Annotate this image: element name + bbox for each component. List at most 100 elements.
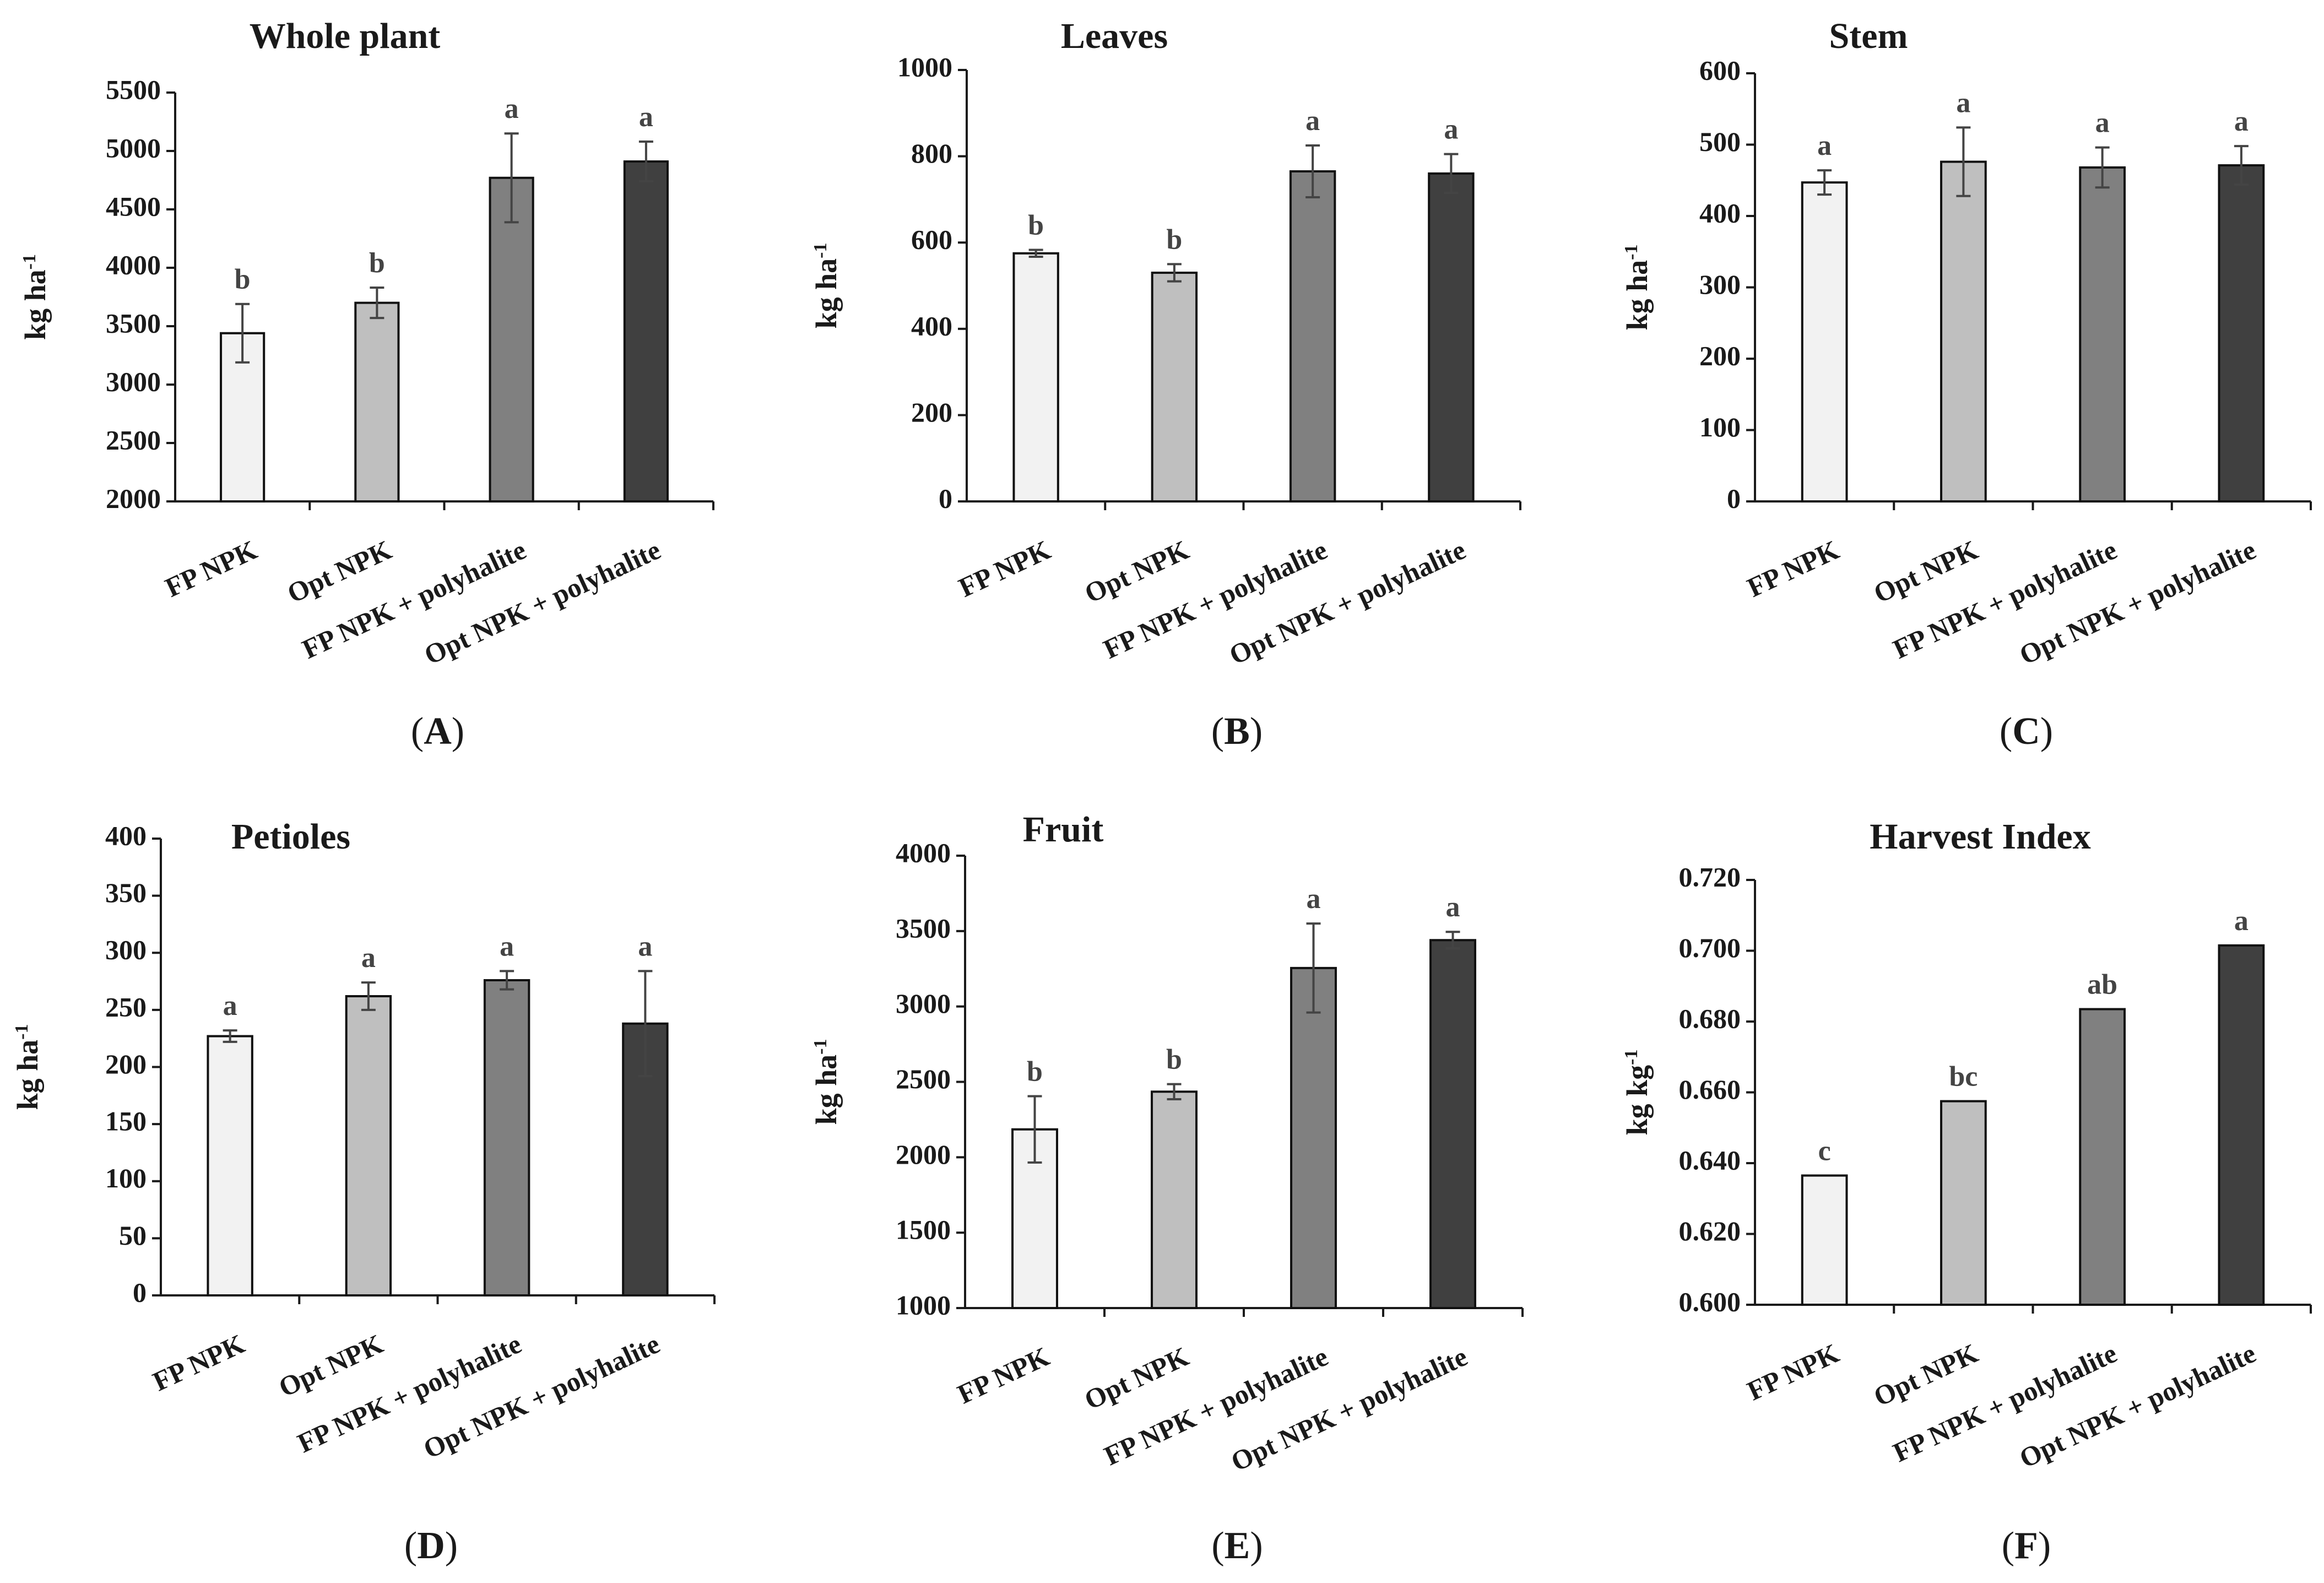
x-tick-label: FP NPK [954, 534, 1055, 603]
significance-letter: a [2234, 905, 2249, 937]
bar [1290, 966, 1337, 1310]
x-tick-label: Opt NPK [274, 1328, 387, 1403]
x-tick-label: Opt NPK [1080, 534, 1193, 609]
panel-c: Stem kg ha-1 0 100 200 300 400 500 600 a FP NPK a Op… [1621, 16, 2312, 753]
y-tick-label: 0.620 [1679, 1215, 1741, 1246]
y-tick-label: 0.600 [1679, 1286, 1741, 1317]
panel-label: (A) [411, 710, 464, 753]
bar [623, 160, 669, 503]
significance-letter: b [235, 264, 251, 295]
bar [483, 979, 530, 1296]
chart-title: Leaves [1061, 16, 1168, 56]
panel-a: Whole plant kg ha-1 2000 2500 3000 3500 4000 45… [19, 16, 714, 753]
panel-label: (C) [2000, 710, 2053, 753]
significance-letter: a [500, 931, 514, 962]
significance-letter: bc [1949, 1061, 1978, 1093]
significance-letter: a [1956, 87, 1970, 118]
y-tick-label: 400 [105, 820, 147, 851]
y-tick-label: 300 [1699, 269, 1741, 300]
bar [2218, 164, 2265, 503]
y-tick-label: 50 [119, 1220, 147, 1251]
bar [220, 332, 266, 503]
significance-letter: a [505, 93, 519, 125]
x-tick-label: Opt NPK + polyhalite [420, 534, 665, 671]
x-tick-label: Opt NPK + polyhalite [1225, 534, 1470, 671]
y-tick-label: 2500 [106, 424, 161, 455]
y-axis-label: kg ha-1 [810, 243, 843, 329]
bar [1151, 272, 1198, 503]
panel-f: Harvest Index kg kg-1 0.600 0.620 0.640 0.660… [1621, 817, 2312, 1567]
chart-title: Stem [1829, 16, 1908, 56]
x-tick-label: FP NPK + polyhalite [297, 534, 530, 664]
y-tick-label: 200 [911, 397, 952, 428]
significance-letter: b [1166, 1044, 1182, 1076]
significance-letter: a [1305, 105, 1320, 137]
x-tick-label: FP NPK [160, 534, 262, 603]
y-axis-label: kg ha-1 [810, 1039, 843, 1125]
y-tick-label: 2500 [896, 1063, 951, 1094]
y-tick-label: 0 [133, 1277, 147, 1308]
x-tick-label: FP NPK [953, 1341, 1054, 1409]
y-tick-label: 1000 [896, 1289, 951, 1320]
significance-letter: a [1307, 883, 1321, 915]
y-tick-label: 5500 [106, 74, 161, 105]
y-tick-label: 150 [105, 1106, 147, 1137]
x-tick-label: FP NPK [1742, 534, 1844, 603]
x-tick-label: Opt NPK [283, 534, 396, 609]
y-tick-label: 0.660 [1679, 1074, 1741, 1105]
y-tick-label: 400 [1699, 197, 1741, 228]
significance-letter: a [2234, 106, 2249, 137]
bar [1429, 939, 1476, 1309]
chart-title: Petioles [231, 817, 350, 857]
bar [2079, 1008, 2126, 1306]
significance-letter: a [2095, 107, 2110, 139]
significance-letter: a [1817, 130, 1832, 161]
bar [1289, 170, 1336, 503]
y-tick-label: 0.700 [1679, 932, 1741, 963]
significance-letter: a [361, 942, 376, 974]
panel-e: Fruit kg ha-1 1000 1500 2000 2500 3000 3500 4000… [810, 809, 1524, 1567]
significance-letter: a [1444, 114, 1458, 145]
x-tick-label: FP NPK + polyhalite [1099, 1341, 1332, 1471]
y-tick-label: 4000 [896, 837, 951, 868]
significance-letter: ab [2087, 969, 2117, 1001]
bar [1151, 1090, 1198, 1309]
x-tick-label: Opt NPK + polyhalite [419, 1328, 664, 1465]
bar [2218, 944, 2265, 1306]
bar [345, 995, 392, 1296]
x-tick-label: Opt NPK + polyhalite [2015, 1337, 2261, 1474]
significance-letter: b [1027, 1056, 1043, 1087]
y-tick-label: 1000 [897, 51, 952, 82]
x-tick-label: Opt NPK [1869, 1337, 1982, 1412]
bar [1801, 181, 1848, 503]
y-tick-label: 600 [911, 224, 952, 255]
y-tick-label: 3500 [896, 912, 951, 943]
y-tick-label: 0.720 [1679, 861, 1741, 892]
chart-title: Whole plant [250, 16, 441, 56]
significance-letter: c [1818, 1135, 1831, 1166]
significance-letter: b [369, 247, 385, 279]
y-tick-label: 200 [105, 1049, 147, 1079]
y-tick-label: 5000 [106, 132, 161, 163]
y-tick-label: 2000 [106, 483, 161, 514]
x-tick-label: FP NPK [1742, 1337, 1844, 1406]
significance-letter: a [638, 931, 652, 962]
y-axis-label: kg ha-1 [11, 1024, 44, 1110]
x-tick-label: FP NPK + polyhalite [1098, 534, 1331, 664]
x-tick-label: Opt NPK [1080, 1341, 1193, 1415]
y-tick-label: 0 [939, 483, 952, 514]
y-axis-label: kg ha-1 [1621, 245, 1654, 331]
x-tick-label: Opt NPK [1869, 534, 1982, 609]
y-tick-label: 300 [105, 934, 147, 965]
y-tick-label: 500 [1699, 126, 1741, 157]
significance-letter: a [223, 990, 237, 1022]
significance-letter: b [1028, 210, 1044, 241]
panel-label: (D) [404, 1525, 458, 1567]
y-axis-label: kg ha-1 [19, 254, 52, 340]
bar [207, 1035, 253, 1296]
panel-label: (E) [1211, 1525, 1263, 1567]
panel-b: Leaves kg ha-1 0 200 400 600 800 1000 b FP NPK b Op… [810, 16, 1521, 753]
chart-title: Fruit [1023, 809, 1104, 850]
significance-letter: a [639, 101, 653, 133]
